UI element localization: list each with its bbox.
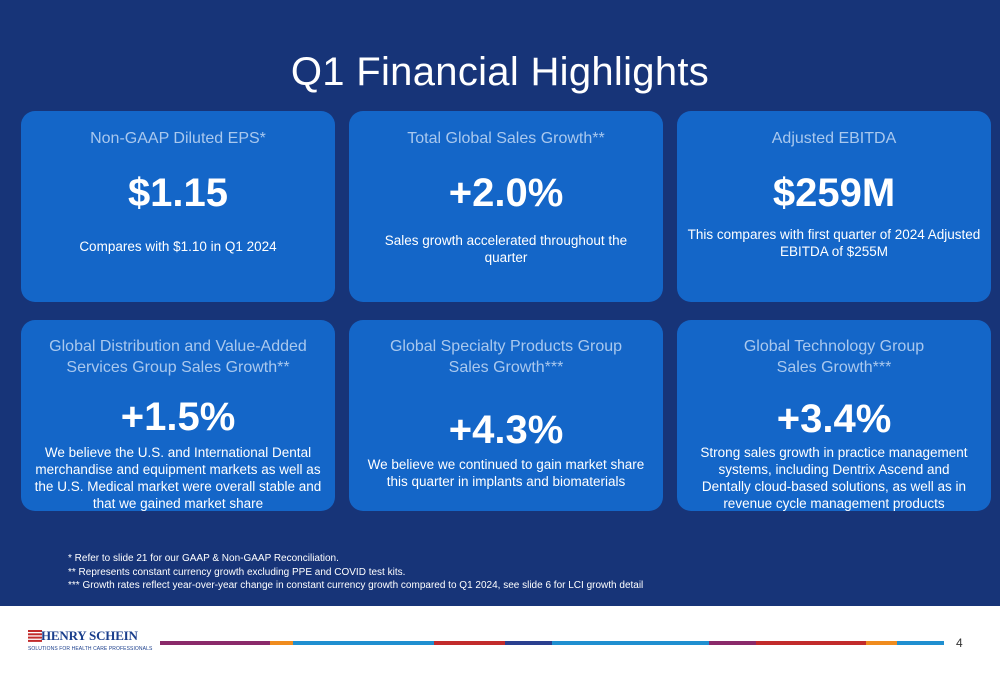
henry-schein-logo: HENRY SCHEIN SOLUTIONS FOR HEALTH CARE P…: [28, 628, 152, 658]
card-description: Compares with $1.10 in Q1 2024: [79, 239, 277, 254]
logo-tagline: SOLUTIONS FOR HEALTH CARE PROFESSIONALS: [28, 646, 153, 652]
logo-wordmark: HENRY SCHEIN: [41, 628, 138, 643]
footnotes: * Refer to slide 21 for our GAAP & Non-G…: [68, 552, 643, 593]
card-value: +2.0%: [448, 171, 564, 215]
footnote: * Refer to slide 21 for our GAAP & Non-G…: [68, 553, 339, 564]
card-description: We believe the U.S. and International De…: [34, 445, 322, 511]
card-label: Total Global Sales Growth**: [407, 130, 605, 147]
card-value: +3.4%: [776, 397, 892, 441]
card-label: Non-GAAP Diluted EPS*: [90, 130, 266, 147]
page-title: Q1 Financial Highlights: [290, 50, 710, 94]
stripe-segment: [269, 641, 294, 645]
card-value: +1.5%: [120, 395, 236, 439]
stripe-segment: [865, 641, 897, 645]
page-number: 4: [956, 636, 963, 650]
footnote: ** Represents constant currency growth e…: [68, 566, 406, 578]
card-non-gaap-eps: Non-GAAP Diluted EPS* $1.15 Compares wit…: [21, 111, 335, 302]
card-value: $1.15: [127, 171, 229, 215]
stripe-segment: [896, 641, 944, 645]
card-distribution-growth: Global Distribution and Value-Added Serv…: [21, 320, 335, 511]
stripe-segment: [434, 641, 505, 645]
card-description: Strong sales growth in practice manageme…: [700, 445, 968, 511]
card-label: Global Technology Group Sales Growth***: [743, 338, 925, 376]
card-description: Sales growth accelerated throughout the …: [384, 233, 628, 265]
card-value: +4.3%: [448, 408, 564, 452]
card-description: This compares with first quarter of 2024…: [687, 227, 981, 259]
card-label: Global Specialty Products Group Sales Gr…: [389, 338, 623, 376]
card-technology-growth: Global Technology Group Sales Growth*** …: [677, 320, 991, 511]
card-total-sales-growth: Total Global Sales Growth** +2.0% Sales …: [349, 111, 663, 302]
footnote: *** Growth rates reflect year-over-year …: [68, 580, 644, 591]
stripe-segment: [293, 641, 435, 645]
slide-background: Q1 Financial Highlights Non-GAAP Diluted…: [0, 0, 1000, 606]
stripe-segment: [755, 641, 866, 645]
brand-color-stripe: [160, 641, 944, 645]
logo-stripes-icon: [28, 630, 42, 642]
card-adjusted-ebitda: Adjusted EBITDA $259M This compares with…: [677, 111, 991, 302]
stripe-segment: [551, 641, 709, 645]
stripe-segment: [160, 641, 270, 645]
stripe-segment: [504, 641, 552, 645]
card-value: $259M: [772, 171, 896, 215]
card-label: Adjusted EBITDA: [771, 130, 897, 147]
card-description: We believe we continued to gain market s…: [367, 457, 645, 489]
stripe-segment: [708, 641, 756, 645]
card-label: Global Distribution and Value-Added Serv…: [49, 338, 307, 376]
card-specialty-products-growth: Global Specialty Products Group Sales Gr…: [349, 320, 663, 511]
